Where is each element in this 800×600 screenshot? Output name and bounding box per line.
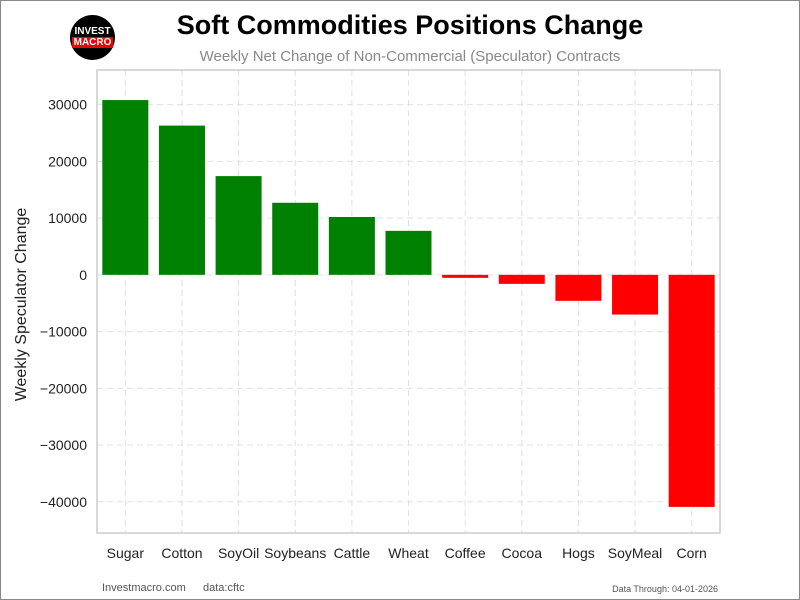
x-tick-label: Wheat — [388, 545, 429, 561]
y-tick-label: −30000 — [40, 437, 87, 453]
bar-cotton — [158, 125, 205, 275]
x-tick-label: Cotton — [161, 545, 202, 561]
x-tick-label: Cocoa — [502, 545, 543, 561]
bar-cattle — [328, 216, 375, 275]
y-tick-label: −20000 — [40, 380, 87, 396]
x-tick-label: Coffee — [445, 545, 486, 561]
bar-soymeal — [612, 274, 659, 315]
x-tick-label: Corn — [677, 545, 707, 561]
x-tick-label: Sugar — [107, 545, 145, 561]
chart-subtitle: Weekly Net Change of Non-Commercial (Spe… — [199, 48, 621, 65]
bar-sugar — [102, 100, 149, 275]
bar-corn — [668, 274, 715, 507]
x-tick-label: Hogs — [562, 545, 595, 561]
footer-source: data:cftc — [203, 582, 245, 594]
y-tick-label: 10000 — [48, 210, 87, 226]
bar-cocoa — [498, 274, 545, 284]
bar-soybeans — [272, 202, 319, 275]
x-tick-label: SoyMeal — [608, 545, 662, 561]
bar-soyoil — [215, 176, 262, 275]
y-tick-label: −40000 — [40, 494, 87, 510]
bar-hogs — [555, 274, 602, 301]
x-tick-label: Soybeans — [264, 545, 326, 561]
investmacro-logo: INVEST MACRO — [70, 15, 115, 60]
y-tick-label: 30000 — [48, 97, 87, 113]
x-tick-label: Cattle — [334, 545, 371, 561]
y-tick-label: −10000 — [40, 324, 87, 340]
bar-coffee — [442, 274, 489, 278]
footer-site: Investmacro.com — [102, 582, 186, 594]
footer-data-through: Data Through: 04-01-2026 — [612, 584, 718, 594]
y-tick-label: 20000 — [48, 153, 87, 169]
bar-wheat — [385, 230, 432, 275]
plot-border — [96, 69, 721, 534]
x-tick-label: SoyOil — [218, 545, 259, 561]
y-tick-label: 0 — [79, 267, 87, 283]
chart-title: Soft Commodities Positions Change — [176, 10, 644, 40]
y-axis-label: Weekly Speculator Change — [13, 208, 30, 402]
